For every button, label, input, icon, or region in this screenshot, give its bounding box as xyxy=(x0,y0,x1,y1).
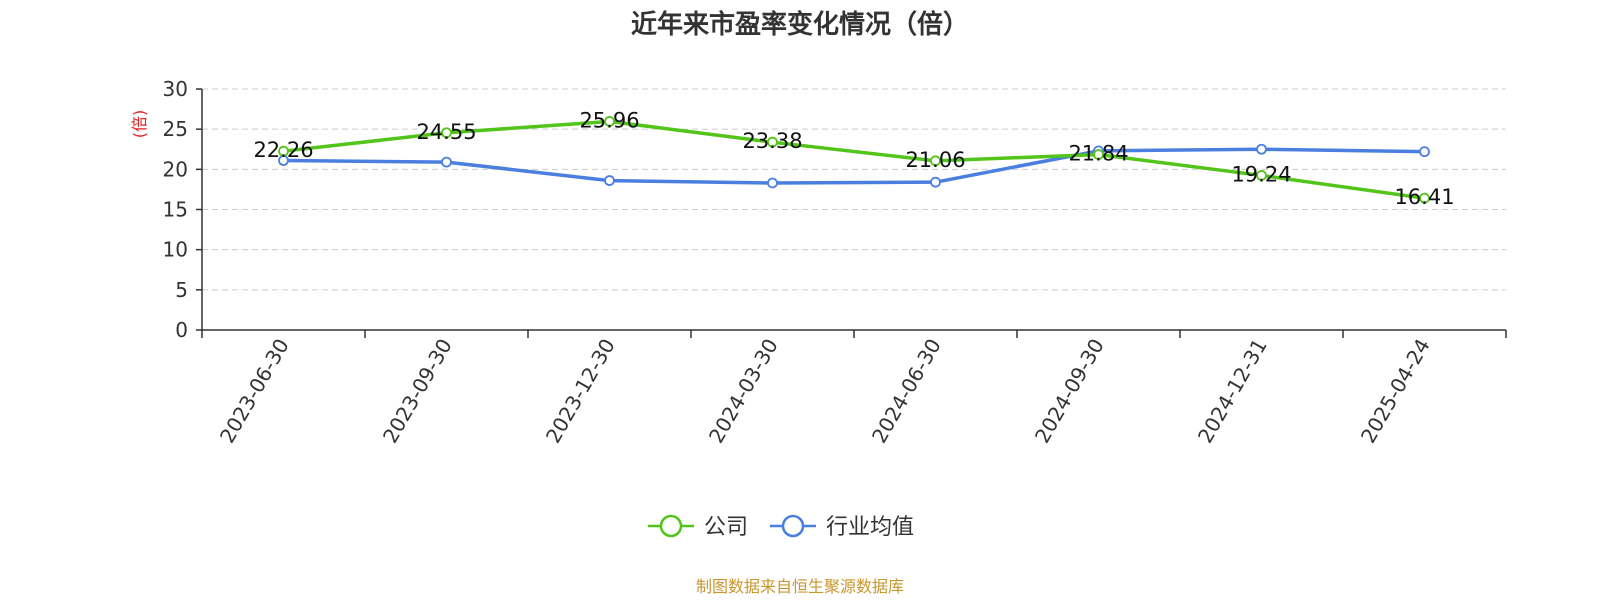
x-tick-label: 2023-09-30 xyxy=(378,335,457,448)
data-label: 24.55 xyxy=(416,120,476,144)
series-layer xyxy=(278,116,1430,204)
data-point-0 xyxy=(441,127,452,139)
data-label: 22.26 xyxy=(253,138,313,162)
x-tick-label: 2024-09-30 xyxy=(1030,335,1109,448)
y-tick-label: 15 xyxy=(163,198,188,222)
legend-label-1: 行业均值 xyxy=(826,515,914,540)
y-tick-label: 10 xyxy=(163,238,188,262)
data-point-0 xyxy=(1093,149,1104,160)
data-source-label: 制图数据来自恒生聚源数据库 xyxy=(696,577,904,596)
grid-layer xyxy=(202,88,1506,291)
y-tick-label: 20 xyxy=(163,157,188,181)
legend: 公司 行业均值 xyxy=(648,514,914,540)
x-tick-label: 2024-12-31 xyxy=(1193,335,1272,448)
y-tick-label: 5 xyxy=(175,278,188,302)
data-point-1 xyxy=(930,176,941,188)
legend-marker-1 xyxy=(781,514,805,538)
data-label-layer: 22.26 24.55 25.96 23.38 21.06 21.84 19.24 16.41 xyxy=(253,108,1454,209)
data-label: 21.84 xyxy=(1068,142,1128,166)
y-tick-label: 25 xyxy=(163,117,188,141)
y-axis-unit-label: (倍) xyxy=(130,110,149,139)
chart-title: 近年来市盈率变化情况（倍） xyxy=(631,9,969,40)
axis-layer: 0 5 10 15 20 25 30 2023-06-30 2023-09-30 2023-12-… xyxy=(163,77,1507,448)
data-label: 25.96 xyxy=(579,108,639,132)
data-point-0 xyxy=(604,116,615,127)
x-tick-label: 2025-04-24 xyxy=(1356,335,1435,448)
y-tick-label: 30 xyxy=(163,77,188,101)
x-tick-label: 2023-12-30 xyxy=(541,335,620,448)
data-point-1 xyxy=(767,177,778,189)
data-point-1 xyxy=(1419,146,1430,158)
x-tick-label: 2023-06-30 xyxy=(215,335,294,448)
data-label: 16.41 xyxy=(1394,185,1454,209)
series-line-1 xyxy=(281,147,1427,185)
series-line-0 xyxy=(281,119,1427,200)
data-label: 23.38 xyxy=(742,129,802,153)
data-label: 21.06 xyxy=(905,148,965,172)
legend-label-0: 公司 xyxy=(704,515,748,540)
data-point-1 xyxy=(604,175,615,186)
legend-marker-0 xyxy=(659,514,683,538)
data-point-0 xyxy=(278,145,289,157)
y-tick-label: 0 xyxy=(175,318,188,342)
data-point-0 xyxy=(1256,170,1267,181)
data-point-0 xyxy=(930,155,941,167)
data-point-0 xyxy=(1419,192,1430,204)
data-point-1 xyxy=(441,156,452,168)
x-tick-label: 2024-03-30 xyxy=(704,335,783,448)
data-label: 19.24 xyxy=(1231,162,1291,186)
x-tick-label: 2024-06-30 xyxy=(867,335,946,448)
data-point-1 xyxy=(1256,143,1267,155)
data-point-0 xyxy=(767,136,778,148)
